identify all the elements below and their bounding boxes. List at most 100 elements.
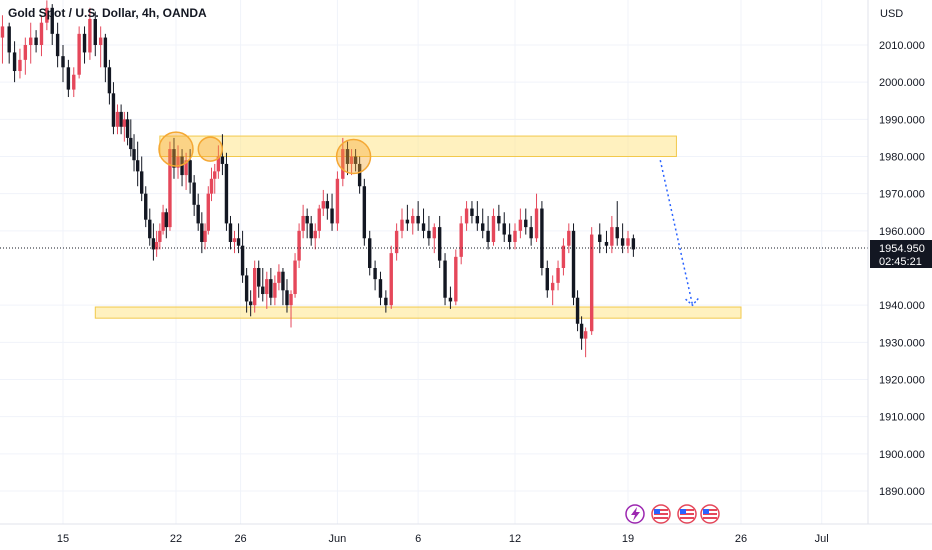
candle-body [301, 215, 305, 231]
symbol-title: Gold Spot / U.S. Dollar, 4h, OANDA [8, 6, 207, 20]
candle-body [203, 230, 207, 242]
price-tick-label: 2010.000 [879, 40, 925, 52]
price-tick-label: 1960.000 [879, 226, 925, 238]
candle-body [620, 238, 625, 246]
time-tick-label: 26 [735, 533, 747, 545]
time-tick-label: Jul [815, 533, 829, 545]
candle-body [12, 52, 17, 72]
candle-body [265, 279, 269, 295]
time-tick-label: 19 [622, 533, 634, 545]
candle-body [491, 215, 496, 242]
candle-body [631, 238, 636, 250]
candle-body [567, 230, 571, 246]
candle-body [416, 215, 420, 224]
candle-body [139, 171, 144, 194]
candle-body [200, 223, 204, 242]
overlay-layer [158, 131, 700, 307]
currency-label[interactable]: USD [880, 8, 903, 20]
candle-body [77, 33, 81, 75]
candle-body [257, 268, 261, 287]
time-axis[interactable]: 15 22 26 Jun 6 12 19 26 Jul [57, 533, 829, 545]
price-tick-label: 2000.000 [879, 77, 925, 89]
time-tick-label: 12 [509, 533, 521, 545]
candle-body [55, 33, 60, 57]
candle-body [161, 212, 165, 231]
candle-body [192, 182, 196, 205]
candle-body [148, 219, 152, 239]
candle-body [184, 160, 188, 176]
candle-body [486, 230, 490, 242]
candle-body [353, 156, 358, 164]
candle-body [293, 260, 297, 295]
candle-body [107, 67, 112, 94]
candle-body [335, 178, 340, 224]
candle-body [45, 7, 49, 23]
time-tick-label: 6 [415, 533, 421, 545]
candle-body [459, 223, 463, 257]
candle-body [196, 204, 200, 224]
candle-body [571, 230, 576, 298]
candle-body [129, 137, 133, 150]
highlight-circle [197, 136, 224, 162]
us-flag-icon[interactable] [700, 504, 720, 524]
candle-body [481, 223, 485, 231]
candle-body [240, 245, 245, 276]
candle-body [209, 178, 214, 194]
current-price-value: 1954.950 [879, 243, 925, 255]
candle-body [513, 230, 517, 242]
candle-body [470, 208, 474, 216]
candle-body [534, 208, 539, 239]
price-tick-label: 1890.000 [879, 486, 925, 498]
candle-body [313, 230, 317, 239]
candle-body [330, 208, 334, 224]
candle-body [82, 33, 87, 53]
candle-body [545, 268, 549, 291]
candle-body [144, 193, 148, 220]
candle-body [384, 297, 388, 306]
candle-body [325, 201, 330, 209]
us-flag-icon[interactable] [677, 504, 697, 524]
candle-body [289, 294, 293, 306]
candle-body [524, 219, 528, 228]
candle-body [362, 186, 367, 239]
lightning-icon[interactable] [625, 504, 645, 524]
candle-body [626, 238, 630, 246]
candle-body [154, 241, 159, 250]
candle-body [0, 26, 5, 38]
candle-body [72, 74, 76, 90]
current-price-tag [870, 240, 932, 268]
candle-body [18, 59, 22, 72]
highlight-circle [158, 131, 194, 167]
resistance-zone [159, 135, 677, 157]
candle-body [502, 223, 506, 235]
candle-body [305, 215, 309, 224]
candle-body [297, 230, 301, 261]
candle-body [317, 208, 321, 231]
candle-body [248, 301, 253, 306]
candle-body [529, 227, 533, 239]
price-axis[interactable]: 2010.000 2000.000 1990.000 1980.000 1970.000… [879, 40, 925, 498]
candle-body [475, 215, 480, 224]
price-tick-label: 1980.000 [879, 152, 925, 164]
time-tick-label: 26 [234, 533, 246, 545]
candle-body [252, 268, 257, 306]
candle-body [309, 223, 313, 239]
highlight-circle [335, 138, 372, 175]
price-tick-label: 1990.000 [879, 114, 925, 126]
time-tick-label: Jun [329, 533, 347, 545]
candle-body [261, 286, 265, 295]
candle-body [29, 37, 33, 45]
candle-body [421, 223, 426, 231]
candle-body [575, 297, 580, 324]
candle-body [269, 279, 273, 298]
price-tick-label: 1910.000 [879, 412, 925, 424]
candle-body [285, 290, 289, 306]
candle-body [389, 253, 393, 306]
candle-body [34, 37, 38, 45]
candle-body [518, 219, 523, 231]
candle-body [39, 22, 44, 45]
us-flag-icon[interactable] [651, 504, 671, 524]
candle-body [172, 149, 176, 168]
candle-body [224, 163, 229, 224]
